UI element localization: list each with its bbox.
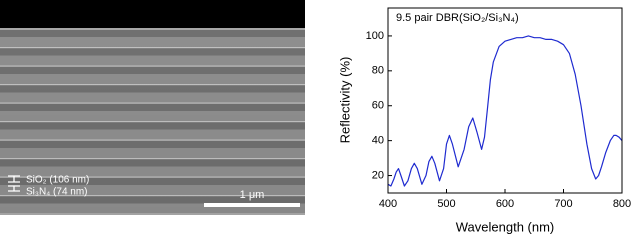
si3n4-label: Si₃N₄ (74 nm)	[26, 187, 88, 198]
x-tick-label: 400	[379, 198, 397, 210]
y-tick-label: 60	[372, 100, 384, 112]
x-tick-label: 500	[437, 198, 455, 210]
sem-top	[0, 0, 305, 28]
y-tick-label: 40	[372, 135, 384, 147]
figure: SiO₂ (106 nm) Si₃N₄ (74 nm) 1 μm 9.5 pai…	[0, 0, 631, 234]
y-tick-label: 100	[366, 30, 384, 42]
sio2-label: SiO₂ (106 nm)	[26, 175, 89, 186]
sem-layers	[0, 28, 305, 215]
x-tick-label: 800	[613, 198, 631, 210]
plot-frame	[387, 7, 623, 194]
scale-bar-label: 1 μm	[240, 189, 265, 201]
x-tick-label: 600	[496, 198, 514, 210]
layer-markers	[8, 175, 20, 192]
chart: 9.5 pair DBR(SiO₂/Si₃N₄) Wavelength (nm)…	[337, 7, 631, 234]
scale-bar	[204, 203, 300, 207]
sem-image: SiO₂ (106 nm) Si₃N₄ (74 nm) 1 μm	[0, 0, 305, 215]
y-tick-label: 20	[372, 169, 384, 181]
x-axis-label: Wavelength (nm)	[456, 219, 555, 234]
annotation: 9.5 pair DBR(SiO₂/Si₃N₄)	[396, 12, 519, 24]
reflectivity-line	[387, 35, 623, 187]
x-tick-label: 700	[554, 198, 572, 210]
y-axis-label: Reflectivity (%)	[337, 57, 352, 144]
y-tick-label: 80	[372, 65, 384, 77]
